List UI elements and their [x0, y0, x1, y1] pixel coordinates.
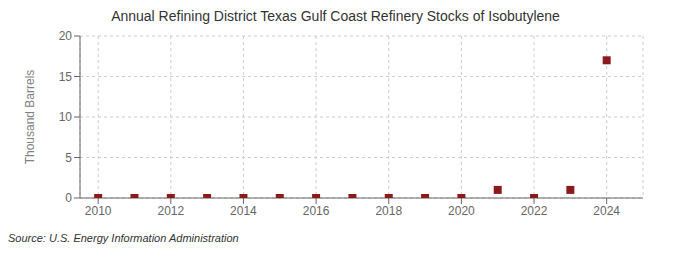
svg-text:2018: 2018	[375, 204, 402, 218]
svg-text:10: 10	[59, 110, 73, 124]
svg-text:5: 5	[65, 151, 72, 165]
svg-text:0: 0	[65, 191, 72, 205]
svg-text:2012: 2012	[157, 204, 184, 218]
svg-text:2010: 2010	[85, 204, 112, 218]
svg-text:20: 20	[59, 29, 73, 43]
svg-text:Thousand Barrels: Thousand Barrels	[23, 70, 37, 165]
svg-text:15: 15	[59, 70, 73, 84]
svg-text:2016: 2016	[303, 204, 330, 218]
svg-text:2020: 2020	[448, 204, 475, 218]
html-text:Annual Refining District Texas: Annual Refining District Texas Gulf Coas…	[111, 8, 560, 24]
svg-text:2014: 2014	[230, 204, 257, 218]
html-text:Source: U.S. Energy Informatio: Source: U.S. Energy Information Administ…	[8, 232, 239, 244]
svg-text:2024: 2024	[593, 204, 620, 218]
svg-text:2022: 2022	[521, 204, 548, 218]
